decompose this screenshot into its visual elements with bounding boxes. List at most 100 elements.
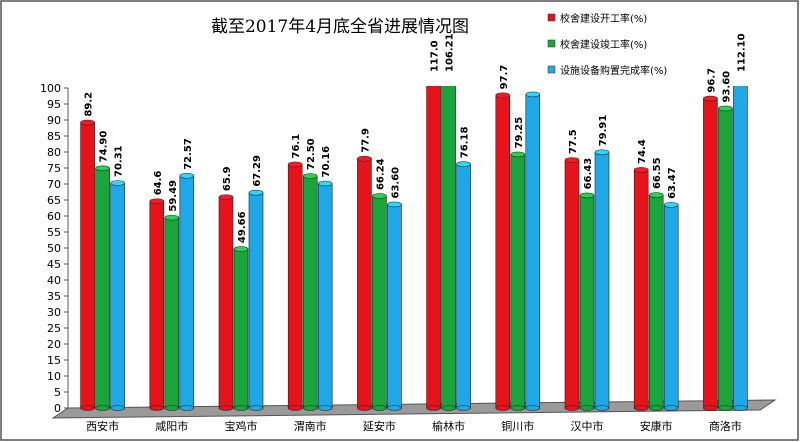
value-label: 77.5	[568, 129, 579, 154]
chart-title: 截至2017年4月底全省进展情况图	[211, 17, 469, 37]
bar-body	[317, 183, 333, 409]
legend-label: 设施设备购置完成率(%)	[560, 64, 667, 77]
bar-base	[579, 405, 595, 411]
bar-top	[663, 202, 679, 208]
bar-body	[80, 122, 95, 409]
bar	[248, 189, 264, 411]
bar-body	[179, 175, 195, 409]
bar-body	[218, 196, 234, 409]
bar-top	[218, 194, 234, 200]
value-label: 79.91	[598, 115, 609, 147]
bar-base	[703, 405, 718, 411]
x-tick-label: 汉中市	[571, 419, 604, 433]
y-tick-label: 55	[47, 226, 61, 239]
bar-top	[495, 92, 511, 99]
bar-body	[703, 98, 718, 409]
bar-base	[248, 405, 264, 411]
bar-base	[80, 405, 95, 411]
bar-top	[164, 214, 180, 221]
bar-body	[248, 192, 264, 409]
bar-body	[302, 175, 318, 409]
bar-base	[357, 405, 372, 411]
x-tick-label: 宝鸡市	[225, 419, 258, 433]
y-tick-label: 90	[47, 114, 61, 127]
bar-body	[95, 168, 110, 409]
value-label: 97.7	[499, 65, 510, 90]
legend-swatch	[547, 39, 556, 48]
bar-body	[633, 169, 649, 409]
bar-body	[426, 86, 441, 409]
value-label: 59.49	[168, 180, 179, 212]
y-tick-label: 75	[47, 162, 61, 175]
bar	[110, 180, 125, 411]
bar-base	[149, 405, 165, 411]
value-label: 93.60	[721, 71, 732, 103]
value-label: 76.18	[460, 127, 471, 159]
bar	[663, 202, 679, 411]
value-label: 106.21	[445, 33, 456, 72]
bar-body	[110, 182, 125, 409]
y-tick-label: 50	[47, 242, 61, 255]
bar-base	[233, 405, 249, 411]
y-tick-label: 70	[47, 178, 61, 191]
bar-base	[456, 405, 471, 411]
bar-base	[594, 405, 610, 411]
y-tick-label: 100	[40, 82, 61, 95]
value-label: 64.6	[153, 171, 164, 196]
bar-body	[357, 158, 372, 409]
y-tick-label: 65	[47, 194, 61, 207]
bar-top	[149, 198, 165, 205]
bar	[218, 194, 234, 411]
bar-top	[648, 192, 664, 198]
bar-top	[564, 157, 580, 163]
bar	[149, 198, 165, 411]
bar-base	[633, 405, 649, 411]
legend-swatch	[547, 13, 556, 22]
bar-body	[287, 164, 303, 409]
bar-base	[302, 405, 318, 411]
x-tick-label: 咸阳市	[155, 419, 188, 433]
value-label: 63.60	[390, 167, 401, 199]
bar-body	[718, 108, 733, 409]
bar	[302, 173, 318, 411]
value-label: 66.55	[652, 157, 663, 189]
bar-body	[441, 86, 456, 409]
bar-base	[426, 405, 441, 411]
bar	[456, 161, 471, 411]
bar	[357, 155, 372, 411]
y-tick-label: 30	[47, 306, 61, 319]
y-tick-label: 45	[47, 258, 61, 271]
bar	[718, 105, 733, 411]
bar	[372, 193, 387, 411]
bar-body	[149, 200, 165, 409]
bar	[287, 161, 303, 411]
bar-top	[525, 91, 541, 98]
bar-top	[95, 165, 110, 172]
value-label: 70.16	[321, 146, 332, 178]
bar	[579, 192, 595, 411]
bar	[633, 167, 649, 411]
value-label: 89.2	[84, 92, 95, 117]
bar-base	[164, 405, 180, 411]
bar-body	[564, 159, 580, 409]
bar-top	[287, 161, 303, 168]
bar	[317, 180, 333, 411]
bar-body	[510, 154, 526, 409]
y-tick-label: 80	[47, 146, 61, 159]
value-label: 67.29	[252, 155, 263, 187]
bar-body	[387, 204, 402, 409]
bar-top	[594, 149, 610, 156]
x-tick-label: 西安市	[86, 419, 119, 433]
bar	[164, 214, 180, 411]
bar-top	[317, 180, 333, 187]
bar-top	[510, 151, 526, 158]
x-tick-label: 榆林市	[432, 419, 465, 433]
y-tick-label: 95	[47, 98, 61, 111]
bar-base	[525, 405, 541, 411]
bar-body	[233, 248, 249, 409]
bar-body	[594, 151, 610, 409]
bar	[495, 92, 511, 411]
bar	[95, 165, 110, 411]
bar-body	[733, 86, 748, 409]
